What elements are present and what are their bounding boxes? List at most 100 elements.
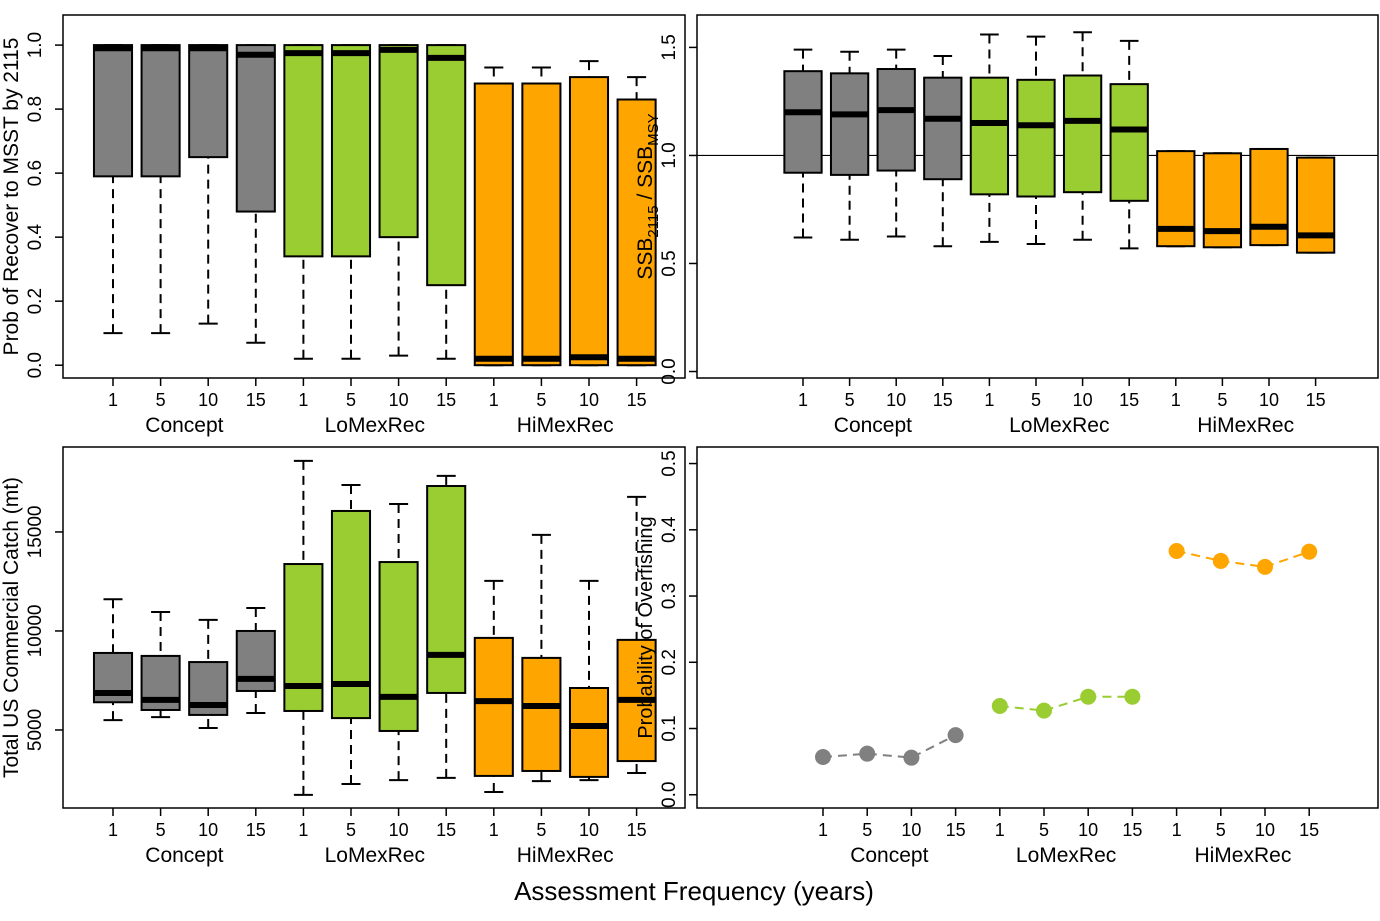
- x-axis-label: Assessment Frequency (years): [514, 876, 874, 906]
- y-tick-label: 0.1: [659, 715, 680, 741]
- y-tick-label: 0.5: [659, 450, 680, 476]
- x-tick-label: 5: [1039, 820, 1049, 840]
- plot-frame: [62, 446, 686, 809]
- y-label-text: / SSB: [634, 146, 657, 206]
- point: [1257, 558, 1273, 575]
- box: [473, 82, 514, 367]
- point: [859, 745, 876, 762]
- box: [616, 98, 657, 367]
- y-tick-label: 0.0: [659, 358, 680, 384]
- y-tick-label: 0.0: [659, 782, 680, 808]
- point: [903, 749, 920, 766]
- y-tick-label: 5000: [25, 709, 46, 751]
- point: [991, 697, 1008, 714]
- point: [947, 727, 964, 744]
- y-tick-label: 1.0: [659, 142, 680, 168]
- y-tick-label: 10000: [25, 605, 46, 658]
- x-tick-label: 15: [1119, 390, 1139, 410]
- x-tick-label: 5: [346, 390, 356, 410]
- x-tick-label: 1: [818, 820, 828, 840]
- point: [1036, 702, 1052, 719]
- box: [92, 44, 134, 178]
- x-tick-label: 15: [933, 390, 953, 410]
- box: [1016, 78, 1056, 198]
- y-tick-label: 0.2: [25, 288, 46, 314]
- x-tick-label: 5: [156, 820, 166, 840]
- point: [1212, 552, 1229, 569]
- connector-line: [1176, 550, 1310, 568]
- x-tick-label: 15: [627, 820, 647, 840]
- x-tick-label: 10: [579, 390, 599, 410]
- group-label: Concept: [145, 844, 223, 867]
- x-tick-label: 5: [346, 820, 356, 840]
- y-tick-label: 0.6: [25, 160, 46, 186]
- x-tick-label: 10: [901, 820, 921, 840]
- point: [1301, 543, 1318, 560]
- x-tick-label: 1: [995, 820, 1005, 840]
- box: [426, 485, 467, 694]
- x-tick-label: 10: [1073, 390, 1093, 410]
- x-tick-label: 10: [886, 390, 906, 410]
- y-label-text: SSB: [634, 238, 657, 280]
- point: [815, 748, 831, 765]
- box: [521, 656, 562, 772]
- x-tick-label: 10: [389, 820, 409, 840]
- x-tick-label: 1: [298, 820, 308, 840]
- box: [568, 686, 610, 778]
- point: [1124, 688, 1141, 705]
- box: [568, 76, 610, 367]
- y-tick-label: 0.3: [659, 583, 680, 609]
- x-tick-label: 1: [298, 390, 308, 410]
- box: [188, 44, 229, 159]
- x-tick-label: 15: [1306, 390, 1326, 410]
- x-tick-label: 10: [198, 390, 218, 410]
- x-tick-label: 10: [1255, 820, 1275, 840]
- box: [235, 629, 276, 692]
- x-tick-label: 5: [536, 390, 546, 410]
- y-tick-label: 0.4: [659, 516, 680, 543]
- box: [1156, 150, 1196, 248]
- y-label-subscript: 2115: [645, 205, 662, 237]
- group-label: HiMexRec: [1194, 844, 1291, 867]
- group-label: Concept: [850, 844, 928, 867]
- plot-frame: [696, 14, 1379, 379]
- x-tick-label: 5: [862, 820, 872, 840]
- box: [876, 68, 916, 172]
- box: [1062, 74, 1103, 194]
- x-tick-label: 1: [489, 390, 499, 410]
- point: [1168, 542, 1185, 559]
- y-axis-label: Probability of Overfishing: [635, 516, 657, 738]
- x-tick-label: 15: [946, 820, 966, 840]
- box: [378, 561, 419, 732]
- box: [829, 72, 870, 176]
- x-tick-label: 15: [1122, 820, 1142, 840]
- x-tick-label: 1: [108, 820, 118, 840]
- y-tick-label: 1.5: [659, 34, 680, 60]
- x-tick-label: 15: [436, 390, 456, 410]
- connector-line: [999, 695, 1133, 712]
- box: [969, 76, 1010, 196]
- x-tick-label: 5: [1216, 820, 1226, 840]
- box: [1295, 156, 1336, 254]
- x-tick-label: 15: [246, 390, 266, 410]
- x-tick-label: 5: [156, 390, 166, 410]
- x-tick-label: 10: [1078, 820, 1098, 840]
- x-tick-label: 1: [108, 390, 118, 410]
- x-tick-label: 15: [436, 820, 456, 840]
- group-label: HiMexRec: [517, 844, 614, 867]
- x-tick-label: 10: [579, 820, 599, 840]
- y-tick-label: 0.2: [659, 649, 680, 675]
- y-tick-label: 0.8: [25, 96, 46, 122]
- x-tick-label: 1: [489, 820, 499, 840]
- x-tick-label: 5: [536, 820, 546, 840]
- box: [426, 44, 467, 287]
- box: [923, 76, 963, 181]
- x-tick-label: 10: [198, 820, 218, 840]
- group-label: HiMexRec: [1197, 414, 1294, 437]
- x-tick-label: 10: [389, 390, 409, 410]
- box: [140, 44, 181, 178]
- x-tick-label: 1: [798, 390, 808, 410]
- x-tick-label: 1: [1171, 390, 1181, 410]
- x-tick-label: 5: [845, 390, 855, 410]
